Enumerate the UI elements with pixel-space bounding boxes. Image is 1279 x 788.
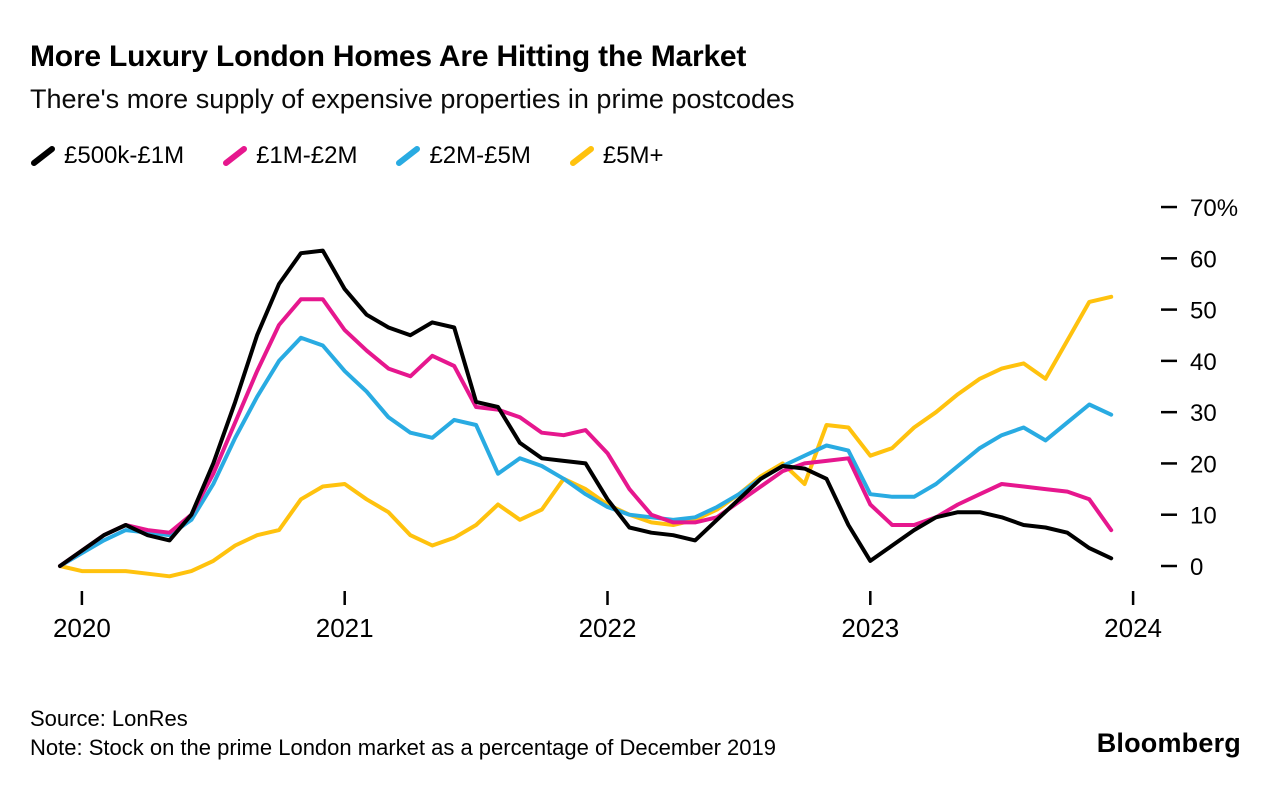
svg-text:2021: 2021 [316,613,374,643]
bloomberg-logo: Bloomberg [1096,728,1241,758]
source-note-block: Source: LonRes Note: Stock on the prime … [30,704,776,762]
svg-text:40: 40 [1190,349,1217,376]
svg-text:70%: 70% [1190,195,1238,222]
chart-subtitle: There's more supply of expensive propert… [30,84,795,114]
source-text: Source: LonRes [30,706,188,731]
chart-title: More Luxury London Homes Are Hitting the… [30,40,747,73]
legend-slash-icon [569,146,594,166]
svg-text:20: 20 [1190,451,1217,478]
svg-text:2023: 2023 [841,613,899,643]
svg-text:2020: 2020 [53,613,111,643]
svg-text:50: 50 [1190,298,1217,325]
legend-label: £2M-£5M [429,142,531,169]
chart-legend: £500k-£1M £1M-£2M £2M-£5M £5M+ [30,142,664,170]
legend-label: £5M+ [602,142,664,169]
legend-item-1m-2m: £1M-£2M [222,142,357,170]
legend-label: £500k-£1M [64,142,185,169]
legend-slash-icon [396,146,421,166]
legend-slash-icon [223,146,248,166]
svg-text:10: 10 [1190,503,1217,530]
note-text: Note: Stock on the prime London market a… [30,735,776,760]
legend-item-500k-1m: £500k-£1M [30,142,184,170]
svg-text:60: 60 [1190,246,1217,273]
legend-slash-icon [31,146,55,166]
svg-text:2024: 2024 [1104,613,1162,643]
legend-label: £1M-£2M [256,142,358,169]
svg-text:2022: 2022 [579,613,637,643]
legend-item-2m-5m: £2M-£5M [395,142,531,170]
svg-text:30: 30 [1190,400,1217,427]
legend-item-5m-plus: £5M+ [569,142,664,170]
line-chart-canvas: 0 10 20 30 40 50 60 70% 2020 2021 2022 2023 2024 [53,195,1238,643]
svg-text:0: 0 [1190,554,1203,581]
